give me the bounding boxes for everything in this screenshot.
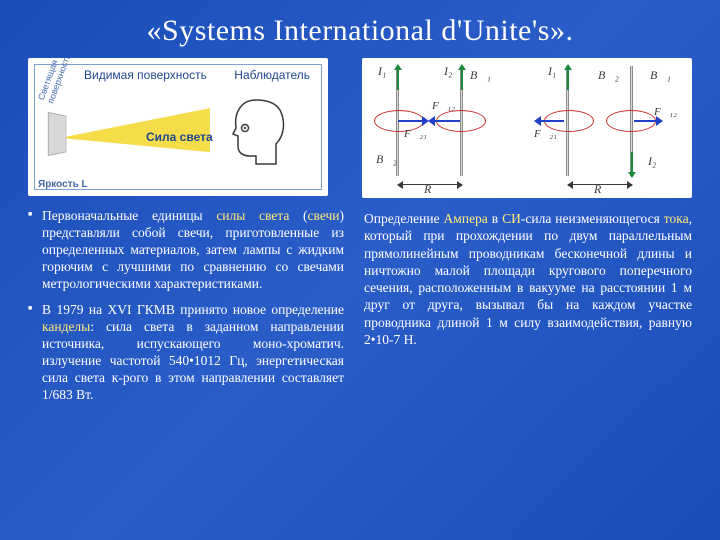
ampere-definition-figure: I₁ I₂ B⃗₁ B⃗₂ F⃗₁₂ F⃗₂₁ R (362, 58, 692, 198)
lbl-F21-b: F⃗₂₁ (534, 128, 557, 140)
right-column: I₁ I₂ B⃗₁ B⃗₂ F⃗₁₂ F⃗₂₁ R (362, 58, 692, 514)
observer-head-icon (226, 94, 298, 166)
lbl-lux-force: Сила света (146, 130, 213, 144)
bullet-list: Первоначальные единицы силы света (свечи… (28, 208, 344, 414)
list-item: Первоначальные единицы силы света (свечи… (28, 208, 344, 292)
ampere-paragraph: Определение Ампера в СИ-сила неизменяюще… (362, 210, 692, 348)
bullet-1: Первоначальные единицы силы света (свечи… (42, 208, 344, 291)
lbl-B2-b: B⃗₂ (598, 68, 619, 83)
list-item: В 1979 на XVI ГКМВ принято новое определ… (28, 302, 344, 403)
bullet-2: В 1979 на XVI ГКМВ принято новое определ… (42, 302, 344, 401)
lbl-I2-b: I₂ (648, 154, 656, 169)
content-row: Видимая поверхность Наблюдатель Сила све… (28, 58, 692, 514)
page-title: «Systems International d'Unite's». (28, 14, 692, 48)
lbl-R-b: R (594, 182, 601, 197)
lbl-I1-a: I₁ (378, 64, 386, 79)
lbl-R-a: R (424, 182, 431, 197)
lbl-I1-b: I₁ (548, 64, 556, 79)
lbl-B1-b: B⃗₁ (650, 68, 671, 83)
lbl-visible-surface: Видимая поверхность (84, 68, 207, 82)
luminous-intensity-figure: Видимая поверхность Наблюдатель Сила све… (28, 58, 328, 196)
lbl-brightness: Яркость L (38, 179, 88, 190)
left-column: Видимая поверхность Наблюдатель Сила све… (28, 58, 344, 514)
lbl-observer: Наблюдатель (234, 68, 310, 82)
lbl-B2-a: B⃗₂ (376, 152, 397, 167)
lbl-F12-a: F⃗₁₂ (432, 100, 455, 112)
lbl-F12-b: F⃗₁₂ (654, 106, 677, 118)
lbl-I2-a: I₂ (444, 64, 452, 79)
lbl-F21-a: F⃗₂₁ (404, 128, 427, 140)
lbl-B1-a: B⃗₁ (470, 68, 491, 83)
slide: «Systems International d'Unite's». Видим… (0, 0, 720, 540)
